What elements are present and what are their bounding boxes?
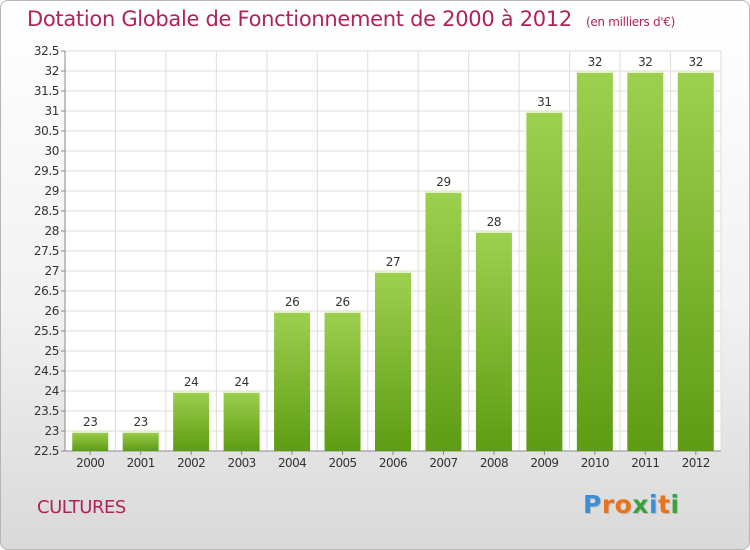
labels: 22.5 23 23.5 24 24.5 25 25.5 26 26.5 27 27.5 28 28.5…	[34, 44, 711, 470]
logo-letter: t	[658, 490, 671, 519]
y-tick-label: 28	[45, 224, 59, 238]
chart-unit: (en milliers d'€)	[585, 15, 675, 29]
bar	[425, 191, 462, 451]
data-label: 26	[285, 295, 299, 309]
bar-highlight	[425, 191, 462, 193]
data-label: 27	[386, 255, 400, 269]
bar	[526, 111, 563, 451]
bar	[375, 271, 411, 451]
data-label: 24	[184, 375, 198, 389]
data-label: 29	[436, 175, 450, 189]
bar-highlight	[576, 71, 613, 73]
bar-highlight	[475, 231, 512, 233]
bar	[677, 71, 714, 451]
bar-highlight	[627, 71, 664, 73]
bar-highlight	[324, 311, 361, 313]
data-label: 23	[133, 415, 147, 429]
logo-letter: x	[632, 490, 649, 519]
y-tick-label: 27.5	[34, 244, 59, 258]
y-tick-label: 31.5	[34, 84, 59, 98]
bar-highlight	[173, 391, 210, 393]
y-tick-label: 29	[45, 184, 59, 198]
y-tick-label: 25	[45, 344, 59, 358]
bar-highlight	[122, 431, 159, 433]
bar	[173, 391, 210, 451]
bar	[576, 71, 613, 451]
x-tick-label: 2002	[177, 456, 205, 470]
bar-highlight	[375, 271, 411, 273]
bar-highlight	[72, 431, 109, 433]
data-label: 23	[83, 415, 97, 429]
logo-letter: r	[601, 490, 615, 519]
y-tick-label: 23.5	[34, 404, 59, 418]
x-tick-label: 2012	[682, 456, 710, 470]
bar-highlight	[677, 71, 714, 73]
y-tick-label: 27	[45, 264, 59, 278]
bars	[72, 71, 714, 451]
x-tick-label: 2000	[76, 456, 104, 470]
x-tick-label: 2009	[530, 456, 558, 470]
bar	[122, 431, 159, 451]
y-tick-label: 24.5	[34, 364, 59, 378]
y-tick-label: 28.5	[34, 204, 59, 218]
y-tick-label: 22.5	[34, 444, 59, 458]
y-tick-label: 32	[45, 64, 59, 78]
x-tick-label: 2005	[328, 456, 356, 470]
chart-title: Dotation Globale de Fonctionnement de 20…	[27, 7, 675, 31]
data-label: 32	[689, 55, 703, 69]
logo-letter: i	[670, 490, 680, 519]
x-tick-label: 2007	[429, 456, 457, 470]
data-label: 26	[335, 295, 349, 309]
commune-name: CULTURES	[37, 497, 126, 518]
data-label: 31	[537, 95, 551, 109]
data-label: 32	[588, 55, 602, 69]
x-tick-label: 2004	[278, 456, 306, 470]
logo-letter: P	[583, 490, 602, 519]
x-tick-label: 2008	[480, 456, 508, 470]
chart-title-text: Dotation Globale de Fonctionnement de 20…	[27, 7, 572, 31]
bar	[223, 391, 260, 451]
bar-highlight	[223, 391, 260, 393]
x-tick-label: 2003	[228, 456, 256, 470]
bar-highlight	[526, 111, 563, 113]
x-tick-label: 2001	[127, 456, 155, 470]
bar	[72, 431, 109, 451]
y-tick-label: 30.5	[34, 124, 59, 138]
bar	[475, 231, 512, 451]
data-label: 28	[487, 215, 501, 229]
y-tick-label: 29.5	[34, 164, 59, 178]
y-tick-label: 23	[45, 424, 59, 438]
logo-letter: i	[649, 490, 659, 519]
y-tick-label: 26	[45, 304, 59, 318]
data-label: 32	[638, 55, 652, 69]
bar	[627, 71, 664, 451]
x-tick-label: 2010	[581, 456, 609, 470]
proxiti-logo: Proxiti	[583, 490, 680, 519]
y-tick-label: 31	[45, 104, 59, 118]
bar-highlight	[274, 311, 311, 313]
y-tick-label: 30	[45, 144, 59, 158]
bar	[324, 311, 361, 451]
x-tick-label: 2006	[379, 456, 407, 470]
y-tick-label: 25.5	[34, 324, 59, 338]
x-tick-label: 2011	[631, 456, 659, 470]
data-label: 24	[234, 375, 248, 389]
y-tick-label: 26.5	[34, 284, 59, 298]
logo-letter: o	[614, 490, 633, 519]
y-tick-label: 24	[45, 384, 59, 398]
bar	[274, 311, 311, 451]
y-tick-label: 32.5	[34, 44, 59, 58]
